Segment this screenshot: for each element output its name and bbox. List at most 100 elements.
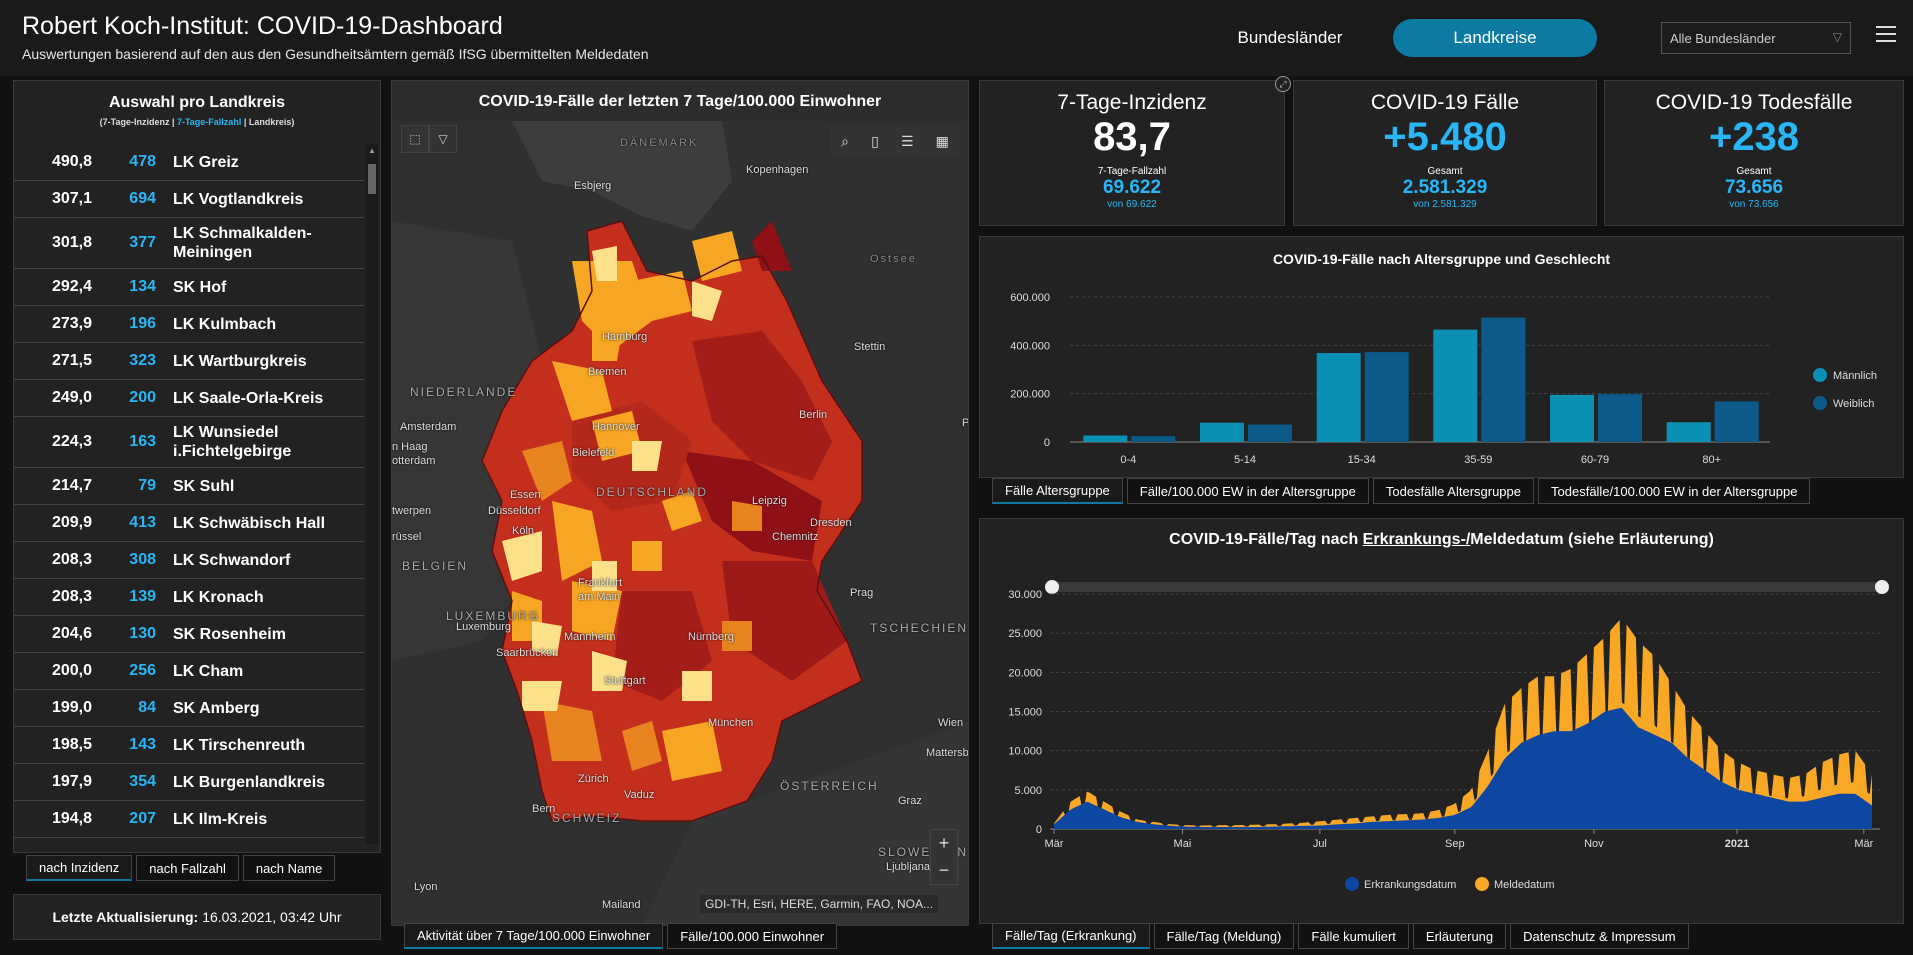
daily-chart[interactable]: 0 5.000 10.000 15.000 20.000 25.000 30.000 Mär M… [980, 519, 1905, 925]
kpi-faelle-sub-label: Gesamt [1427, 166, 1463, 177]
age-chart-tab[interactable]: Todesfälle Altersgruppe [1372, 478, 1535, 504]
x-tick-label: Mär [1045, 838, 1064, 850]
list-item[interactable]: 204,6 130 SK Rosenheim [14, 616, 364, 653]
list-item[interactable]: 292,4 134 SK Hof [14, 269, 364, 306]
daily-chart-tab[interactable]: Fälle/Tag (Erkrankung) [992, 923, 1150, 949]
list-item[interactable]: 194,8 207 LK Ilm-Kreis [14, 801, 364, 838]
legend-marker [1813, 368, 1827, 382]
kpi-faelle-title: COVID-19 Fälle [1370, 91, 1520, 114]
list-item-fallzahl: 354 [129, 773, 156, 790]
x-tick-label: 15-34 [1348, 454, 1376, 466]
map-tab[interactable]: Aktivität über 7 Tage/100.000 Einwohner [404, 923, 664, 949]
basemap-gallery-icon[interactable]: ▦ [935, 132, 949, 149]
list-item-name: LK Kronach [173, 588, 264, 606]
daily-chart-tab[interactable]: Erläuterung [1412, 923, 1507, 949]
legend-marker [1813, 396, 1827, 410]
bar [1131, 436, 1176, 442]
chevron-down-icon[interactable]: ▽ [429, 125, 457, 153]
state-select[interactable]: Alle Bundesländer ▽ [1661, 22, 1851, 54]
list-item-name: LK Vogtlandkreis [173, 190, 304, 208]
kpi-faelle-sub-value: 2.581.329 [1402, 177, 1488, 198]
list-item-inzidenz: 194,8 [51, 810, 92, 827]
map-panel[interactable]: COVID-19-Fälle der letzten 7 Tage/100.00… [391, 80, 969, 926]
list-title: Auswahl pro Landkreis [108, 94, 286, 111]
sort-tab[interactable]: nach Fallzahl [136, 855, 239, 881]
bar [1714, 401, 1759, 442]
list-item[interactable]: 199,0 84 SK Amberg [14, 690, 364, 727]
list-item-fallzahl: 413 [129, 514, 156, 531]
age-chart-tab[interactable]: Todesfälle/100.000 EW in der Altersgrupp… [1538, 478, 1811, 504]
list-item[interactable]: 208,3 308 LK Schwandorf [14, 542, 364, 579]
list-item[interactable]: 301,8 377 LK Schmalkalden-Meiningen [14, 218, 364, 269]
bar [1666, 422, 1711, 442]
map-label-saarbruecken: Saarbrücken [496, 647, 559, 659]
map-tab[interactable]: Fälle/100.000 Einwohner [667, 923, 838, 949]
list-item-name: LK Tirschenreuth [173, 736, 306, 754]
map-label-zuerich: Zürich [578, 773, 609, 785]
menu-icon[interactable] [1876, 26, 1896, 44]
scroll-thumb[interactable] [368, 164, 376, 194]
list-item[interactable]: 198,5 143 LK Tirschenreuth [14, 727, 364, 764]
age-chart-tab[interactable]: Fälle/100.000 EW in der Altersgruppe [1126, 478, 1369, 504]
scroll-up-icon[interactable]: ▲ [368, 146, 376, 155]
nav-bundeslaender-button[interactable]: Bundesländer [1237, 28, 1343, 47]
map-tools-left: ⬚ ▽ [401, 125, 457, 153]
list-item[interactable]: 209,9 413 LK Schwäbisch Hall [14, 505, 364, 542]
x-tick-label: 35-59 [1464, 454, 1492, 466]
list-item-inzidenz: 214,7 [51, 477, 92, 494]
select-tool-icon[interactable]: ⬚ [401, 125, 429, 153]
list-item[interactable]: 271,5 323 LK Wartburgkreis [14, 343, 364, 380]
daily-chart-tab[interactable]: Fälle kumuliert [1298, 923, 1409, 949]
y-tick-label: 5.000 [1014, 785, 1042, 797]
kpi-todesfaelle-title: COVID-19 Todesfälle [1655, 91, 1853, 114]
range-slider-handle-start[interactable] [1045, 580, 1059, 594]
list-item[interactable]: 208,3 139 LK Kronach [14, 579, 364, 616]
list-scrollbar[interactable]: ▲ [366, 144, 378, 844]
list-item[interactable]: 224,3 163 LK Wunsiedel i.Fichtelgebirge [14, 417, 364, 468]
germany-map[interactable] [392, 121, 969, 926]
kpi-faelle: COVID-19 Fälle +5.480 Gesamt 2.581.329 v… [1293, 80, 1597, 226]
list-item-inzidenz: 271,5 [51, 352, 92, 369]
list-item-name: LK Cham [173, 662, 244, 680]
bookmark-icon[interactable]: ▯ [871, 132, 879, 149]
x-tick-label: Jul [1313, 838, 1327, 850]
list-item[interactable]: 200,0 256 LK Cham [14, 653, 364, 690]
list-item[interactable]: 249,0 200 LK Saale-Orla-Kreis [14, 380, 364, 417]
list-item-name: SK Rosenheim [173, 625, 286, 643]
daily-chart-tab[interactable]: Fälle/Tag (Meldung) [1153, 923, 1295, 949]
map-label-bern: Bern [532, 803, 556, 815]
list-item-name: LK Wunsiedel i.Fichtelgebirge [173, 424, 292, 460]
update-value: 16.03.2021, 03:42 Uhr [202, 909, 342, 925]
range-slider-handle-end[interactable] [1875, 580, 1889, 594]
sort-tab[interactable]: nach Inzidenz [26, 855, 133, 881]
legend-marker [1475, 877, 1489, 891]
list-item-fallzahl: 256 [129, 662, 156, 679]
y-tick-label: 25.000 [1008, 628, 1042, 640]
sort-tab[interactable]: nach Name [242, 855, 336, 881]
zoom-out-button[interactable]: − [938, 860, 950, 880]
list-item-name: LK Ilm-Kreis [173, 810, 268, 828]
daily-chart-tab[interactable]: Datenschutz & Impressum [1510, 923, 1689, 949]
expand-icon[interactable]: ⤢ [1275, 76, 1291, 92]
list-item[interactable]: 307,1 694 LK Vogtlandkreis [14, 181, 364, 218]
list-item[interactable]: 197,9 354 LK Burgenlandkreis [14, 764, 364, 801]
list-item[interactable]: 490,8 478 LK Greiz [14, 144, 364, 181]
list-item-name: LK Schmalkalden-Meiningen [173, 225, 312, 261]
age-chart-tab[interactable]: Fälle Altersgruppe [992, 478, 1123, 504]
legend-icon[interactable]: ☰ [900, 132, 914, 149]
nav-landkreise-button[interactable]: Landkreise [1393, 19, 1597, 57]
list-item-inzidenz: 301,8 [51, 234, 92, 251]
x-tick-label: 2021 [1725, 838, 1749, 850]
map-label-muenchen: München [708, 717, 754, 729]
x-tick-label: 0-4 [1120, 454, 1136, 466]
search-icon[interactable]: ⌕ [841, 132, 849, 149]
list-item[interactable]: 273,9 196 LK Kulmbach [14, 306, 364, 343]
map-label-oesterreich: ÖSTERREICH [780, 779, 879, 793]
list-item-name: LK Saale-Orla-Kreis [173, 389, 324, 407]
map-label-schweiz: SCHWEIZ [552, 811, 622, 825]
list-item[interactable]: 214,7 79 SK Suhl [14, 468, 364, 505]
y-tick-label: 600.000 [1010, 292, 1050, 304]
zoom-in-button[interactable]: + [938, 833, 950, 853]
range-slider-track [1050, 582, 1882, 592]
age-chart[interactable]: 0 200.000 400.000 600.000 0-4 5-14 15-34 35-59 6… [980, 237, 1905, 479]
